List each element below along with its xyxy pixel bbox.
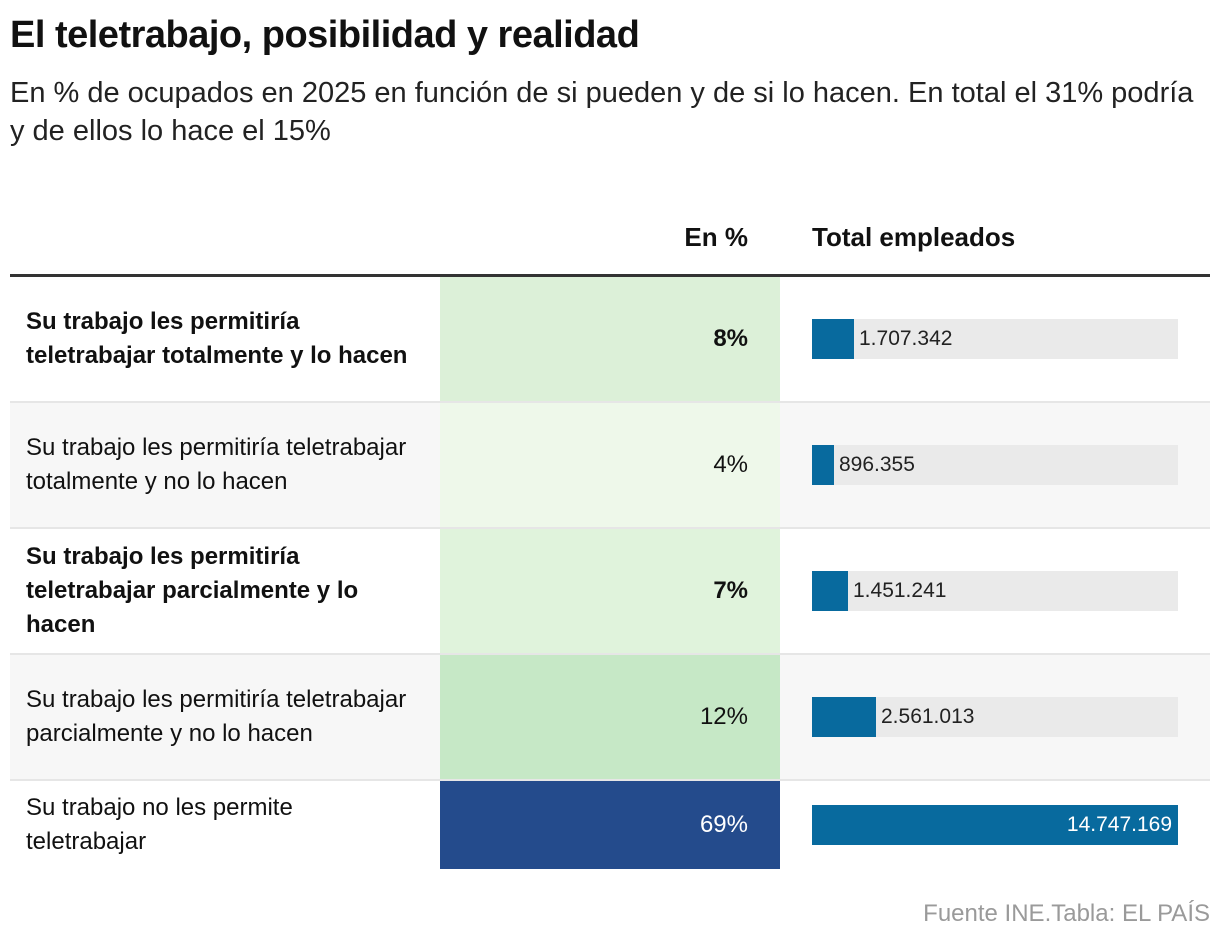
bar-fill (812, 571, 848, 611)
bar-value-label: 2.561.013 (881, 705, 975, 728)
bar-track: 1.451.241 (812, 571, 1178, 611)
bar-fill (812, 445, 834, 485)
percent-cell: 8% (440, 277, 780, 401)
bar-value-label: 896.355 (839, 453, 915, 476)
percent-cell: 69% (440, 781, 780, 869)
row-label: Su trabajo les permitiría teletrabajar t… (26, 434, 407, 495)
row-label: Su trabajo no les permite teletrabajar (26, 794, 293, 855)
header-rule (10, 274, 1210, 277)
bar-fill (812, 697, 876, 737)
bar-track: 14.747.169 (812, 805, 1178, 845)
row-label: Su trabajo les permitiría teletrabajar t… (26, 308, 408, 369)
bar-value-label: 14.747.169 (1066, 813, 1172, 836)
column-header-percent: En % (684, 222, 748, 252)
bar-value-label: 1.707.342 (859, 327, 953, 350)
bar-track: 1.707.342 (812, 319, 1178, 359)
percent-cell: 4% (440, 403, 780, 527)
table-row: Su trabajo les permitiría teletrabajar p… (10, 529, 1210, 655)
row-label: Su trabajo les permitiría teletrabajar p… (26, 543, 359, 638)
chart-title: El teletrabajo, posibilidad y realidad (10, 14, 640, 56)
percent-cell: 12% (440, 655, 780, 779)
table-row: Su trabajo les permitiría teletrabajar p… (10, 655, 1210, 781)
bar-track: 896.355 (812, 445, 1178, 485)
column-header-total: Total empleados (812, 222, 1016, 252)
row-label: Su trabajo les permitiría teletrabajar p… (26, 686, 407, 747)
bar-value-label: 1.451.241 (853, 579, 947, 602)
bar-fill (812, 805, 1178, 845)
percent-cell: 7% (440, 529, 780, 653)
table-body: Su trabajo les permitiría teletrabajar t… (10, 277, 1210, 869)
source-note: Fuente INE.Tabla: EL PAÍS (923, 900, 1210, 927)
chart-subtitle: En % de ocupados en 2025 en función de s… (10, 77, 1194, 147)
table-row: Su trabajo les permitiría teletrabajar t… (10, 277, 1210, 403)
table-row: Su trabajo no les permite teletrabajar 69… (10, 781, 1210, 869)
bar-fill (812, 319, 854, 359)
bar-track: 2.561.013 (812, 697, 1178, 737)
table-row: Su trabajo les permitiría teletrabajar t… (10, 403, 1210, 529)
